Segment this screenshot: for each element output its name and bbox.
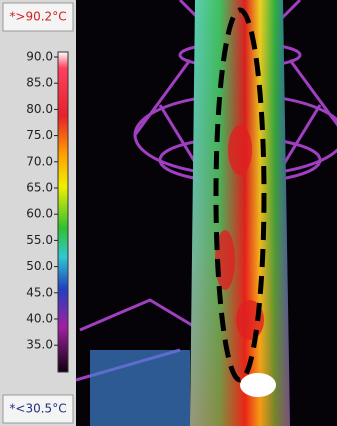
tick-label: 35.0 (26, 338, 53, 352)
color-bar (57, 51, 69, 373)
tick-label: 55.0 (26, 233, 53, 247)
min-label: *<30.5°C (9, 402, 66, 416)
white-spot (240, 373, 276, 397)
max-label: *>90.2°C (9, 10, 66, 24)
tick-label: 60.0 (26, 207, 53, 221)
tick-group: 90.0 85.0 80.0 75.0 70.0 65.0 60.0 55.0 50.0 45.0… (26, 50, 58, 352)
lower-building (90, 350, 190, 426)
tick-label: 80.0 (26, 102, 53, 116)
min-box (2, 394, 74, 424)
tick-label: 75.0 (26, 128, 53, 142)
tick-label: 90.0 (26, 50, 53, 64)
tick-label: 70.0 (26, 154, 53, 168)
tick-label: 85.0 (26, 76, 53, 90)
tick-label: 65.0 (26, 181, 53, 195)
tower-heat (190, 0, 290, 426)
tick-label: 45.0 (26, 285, 53, 299)
tick-label: 40.0 (26, 312, 53, 326)
max-box (2, 2, 74, 32)
tick-label: 50.0 (26, 259, 53, 273)
highlight-ellipse (213, 7, 267, 383)
